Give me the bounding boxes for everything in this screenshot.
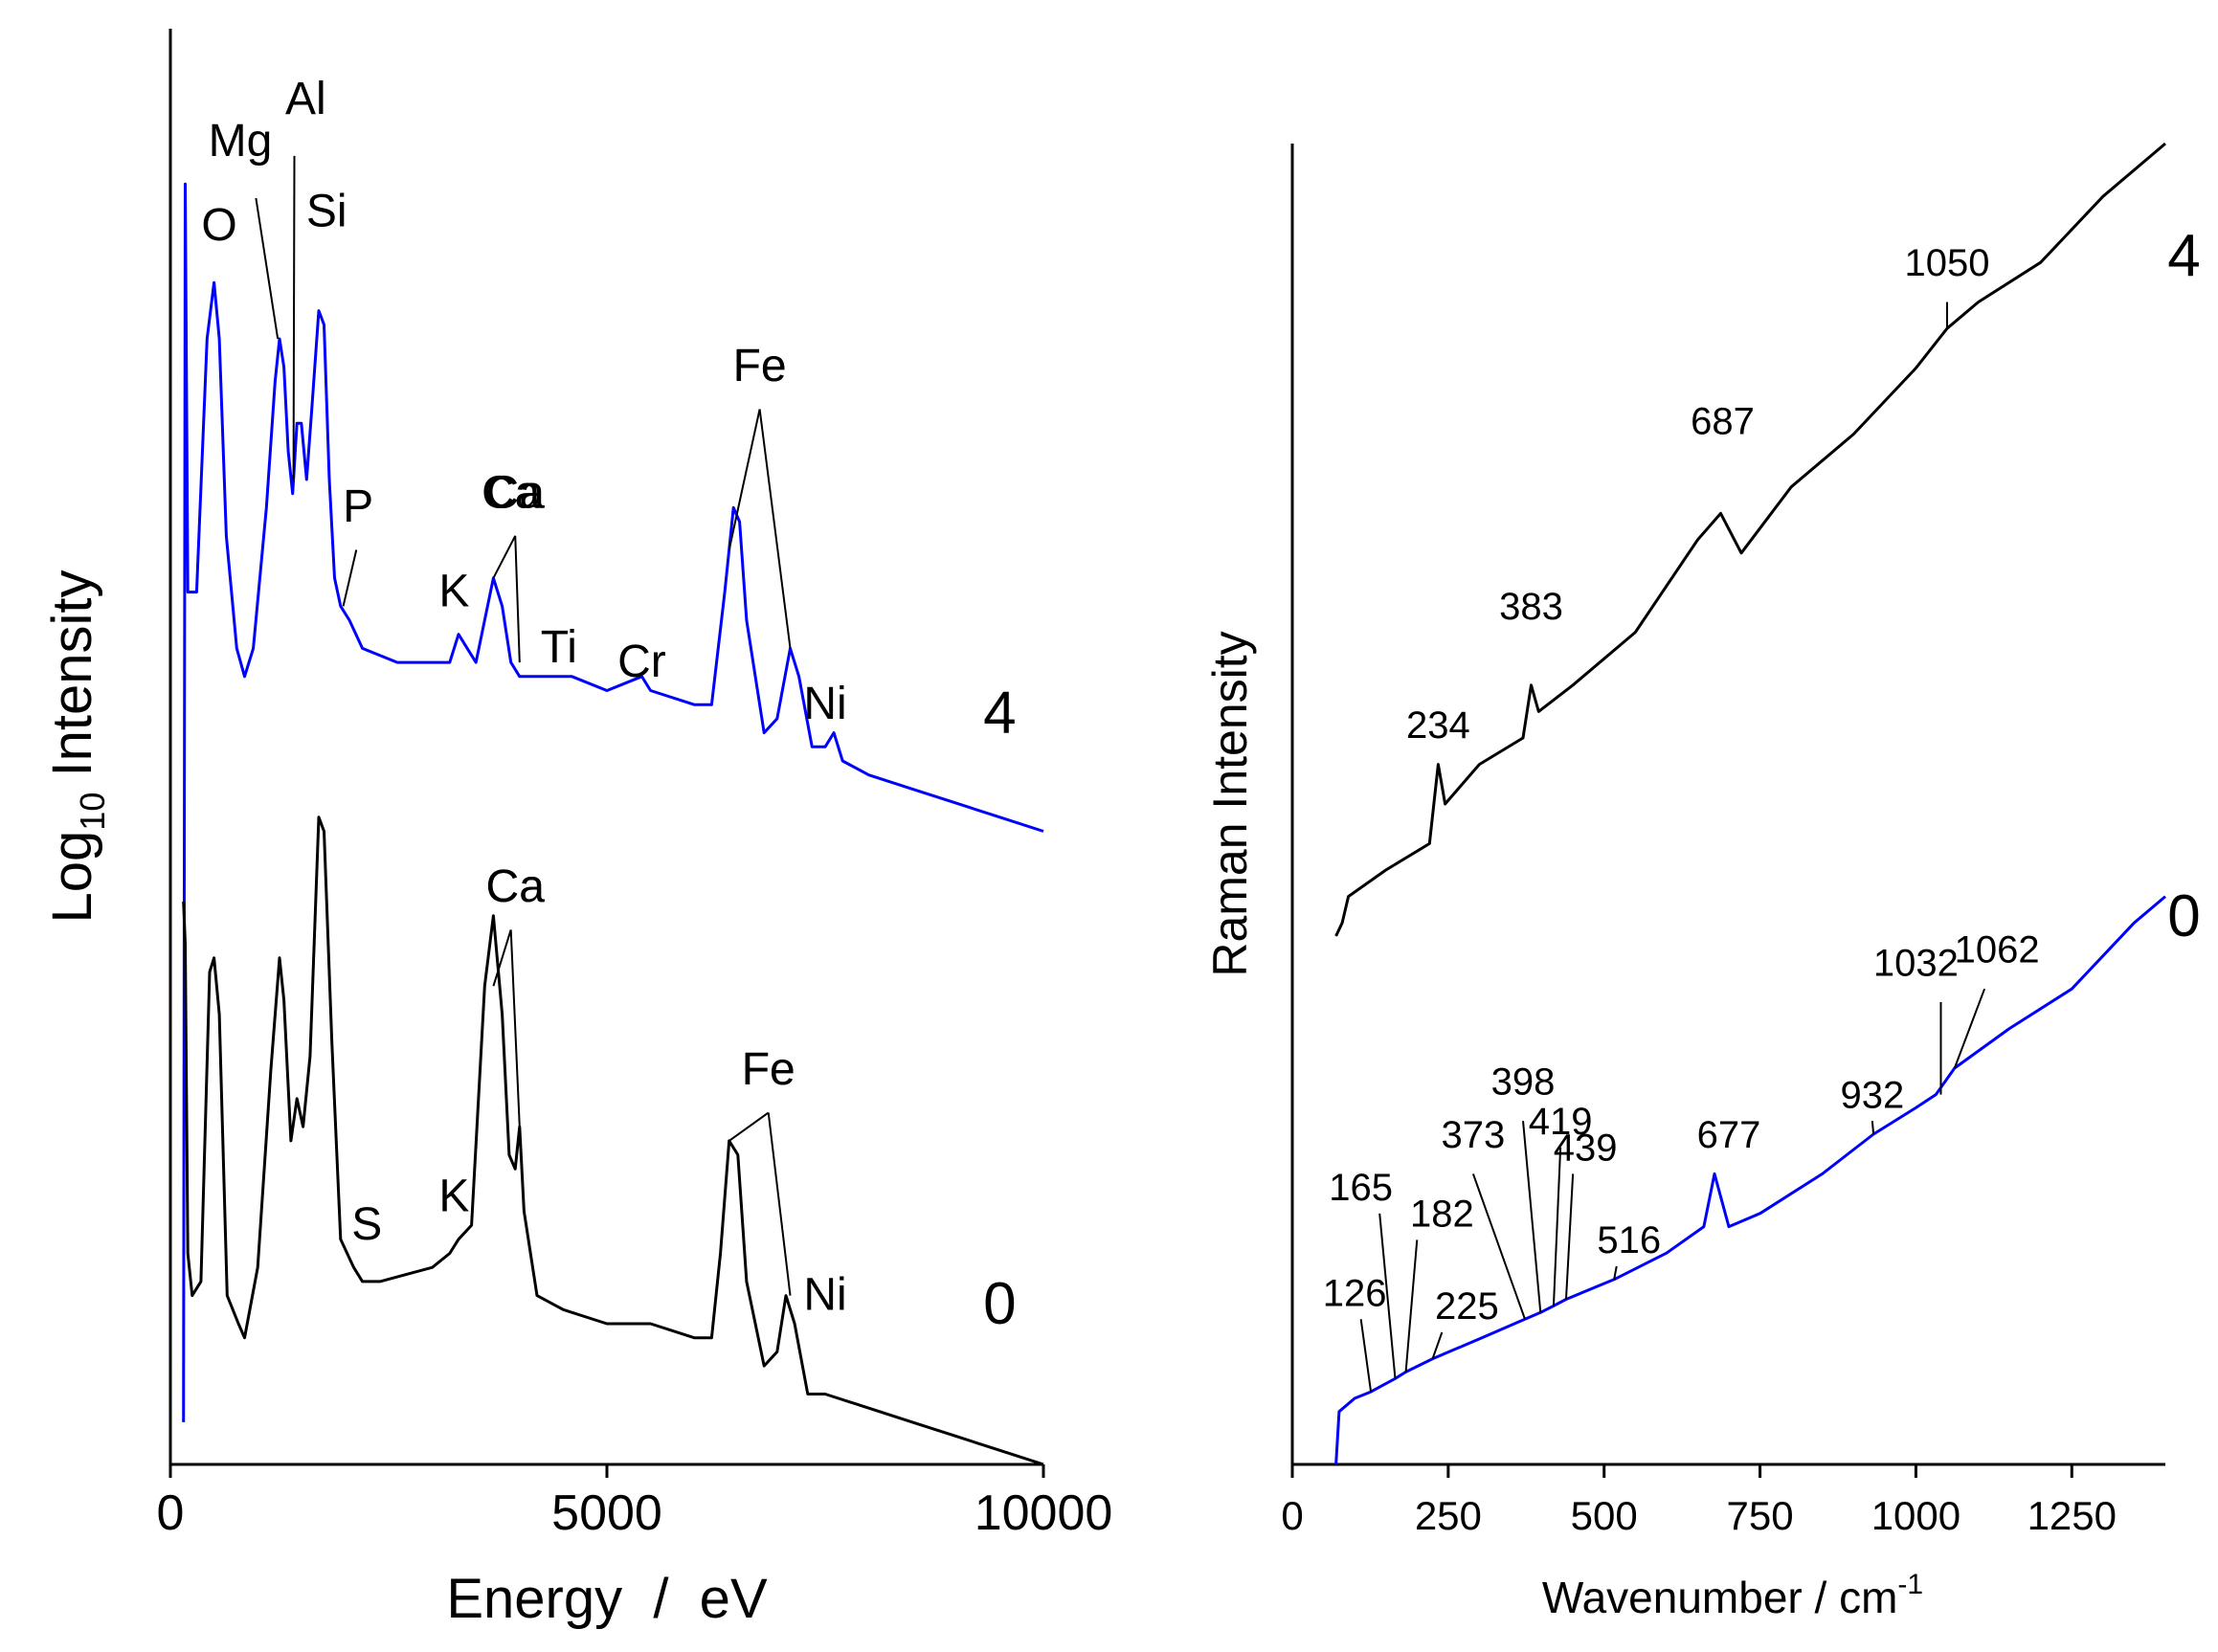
eds-x-tick-label: 0	[157, 1485, 185, 1541]
eds-peak-label: Mg	[209, 116, 273, 167]
eds-peak-label: Al	[285, 74, 326, 124]
eds-peak-label: K	[438, 566, 469, 616]
eds-series	[182, 182, 1044, 1466]
raman-series-labels: 40	[2167, 223, 2200, 949]
eds-annotation-leader	[767, 1112, 792, 1296]
eds-peak-label: Cr	[617, 636, 666, 687]
eds-peak-label: Fe	[733, 341, 787, 391]
raman-x-tick-label: 1250	[2028, 1493, 2117, 1538]
eds-peak-label: Si	[306, 186, 347, 236]
raman-peak-label: 687	[1691, 401, 1755, 443]
eds-series-label: 0	[983, 1271, 1016, 1337]
raman-x-label-main: Wavenumber / cm	[1542, 1573, 1898, 1622]
eds-y-axis-label: Log10 Intensity	[41, 570, 112, 924]
eds-y-label-rest: Intensity	[41, 570, 103, 793]
raman-annotation-leader	[1871, 1121, 1875, 1135]
raman-x-tick-label: 500	[1571, 1493, 1638, 1538]
eds-peak-label: Ni	[803, 679, 846, 729]
raman-peak-label: 373	[1442, 1114, 1506, 1156]
raman-x-tick-label: 1000	[1871, 1493, 1960, 1538]
raman-x-tick-label: 750	[1727, 1493, 1794, 1538]
eds-peak-label: Ti	[541, 622, 577, 673]
eds-peak-label: P	[343, 481, 373, 532]
raman-peak-label: 516	[1597, 1219, 1661, 1261]
eds-peak-label: O	[201, 200, 236, 251]
eds-series-0-line	[182, 815, 1044, 1466]
eds-annotation-leader	[514, 535, 521, 663]
raman-series-0-line	[1334, 895, 2166, 1465]
eds-peak-label: S	[351, 1199, 382, 1250]
raman-annotation-leader	[1471, 1173, 1526, 1320]
raman-annotation-leader	[1564, 1173, 1575, 1300]
raman-peak-label: 677	[1697, 1114, 1761, 1156]
raman-annotation-leader	[1359, 1319, 1373, 1393]
raman-peak-label: 1050	[1905, 242, 1990, 284]
raman-peak-label: 234	[1406, 704, 1470, 747]
raman-x-ticks: 0 250 500 750 1000 1250	[1281, 1464, 2117, 1538]
raman-annotation-leader	[1431, 1331, 1444, 1359]
eds-annotation-leader	[255, 197, 280, 340]
eds-annotation-leader	[342, 549, 358, 607]
eds-annotation-leader	[728, 409, 761, 550]
eds-x-ticks: 0 5000 10000	[157, 1464, 1113, 1541]
eds-series-4-line	[182, 182, 1044, 1422]
raman-x-axis-label: Wavenumber / cm-1	[1542, 1569, 1923, 1622]
raman-series-4-line	[1334, 142, 2166, 937]
eds-peak-label: Ca	[486, 861, 546, 912]
raman-x-tick-label: 250	[1415, 1493, 1482, 1538]
raman-annotation-leader	[1404, 1239, 1419, 1373]
raman-annotation-leader	[1522, 1121, 1542, 1313]
eds-peak-label: Ca	[486, 861, 546, 912]
raman-peak-label: 398	[1491, 1061, 1556, 1104]
raman-peak-label: 419	[1529, 1101, 1593, 1143]
raman-annotation-leader	[1552, 1147, 1562, 1306]
raman-annotation-leader	[1378, 1213, 1397, 1379]
eds-series-label: 4	[983, 681, 1016, 747]
raman-peak-label: 932	[1840, 1074, 1904, 1116]
eds-annotation-leader	[492, 929, 512, 987]
eds-peak-label: Ni	[803, 1269, 846, 1320]
eds-x-tick-label: 5000	[551, 1485, 662, 1541]
raman-peak-label: 1032	[1873, 942, 1959, 984]
raman-peak-label: 383	[1499, 586, 1563, 628]
eds-peak-label: Ca	[486, 467, 546, 518]
raman-peak-label: 182	[1410, 1194, 1474, 1236]
eds-y-label-log: Log	[41, 831, 103, 924]
eds-y-label-sub: 10	[73, 793, 112, 831]
raman-peak-label: 126	[1323, 1272, 1387, 1314]
raman-x-tick-label: 0	[1281, 1493, 1303, 1538]
eds-annotation-leader	[509, 929, 521, 1127]
raman-peak-label: 165	[1329, 1167, 1393, 1209]
eds-peak-label: Ca	[482, 467, 541, 518]
raman-chart: 0 250 500 750 1000 1250 1050 687 383 234 10321062…	[1203, 142, 2201, 1622]
raman-series-label: 4	[2167, 223, 2200, 289]
raman-peak-label: 1062	[1955, 929, 2040, 971]
eds-annotation-leader	[492, 535, 517, 579]
raman-peak-label: 225	[1435, 1285, 1499, 1328]
raman-series-label: 0	[2167, 883, 2200, 949]
eds-x-tick-label: 10000	[975, 1485, 1113, 1541]
eds-x-axis-label: Energy / eV	[446, 1568, 768, 1630]
raman-annotation-leader	[1953, 988, 1986, 1069]
raman-annotation-leader	[1613, 1265, 1618, 1280]
eds-annotation-leader	[728, 1111, 770, 1142]
raman-x-label-sup: -1	[1897, 1569, 1923, 1600]
eds-peak-label: Fe	[733, 341, 787, 391]
eds-peak-label: Fe	[742, 1044, 795, 1095]
raman-series	[1334, 142, 2166, 1465]
eds-peak-label: K	[438, 1171, 469, 1221]
raman-y-axis-label: Raman Intensity	[1203, 631, 1257, 976]
eds-series-labels: 40	[983, 681, 1016, 1337]
raman-peak-label: 439	[1554, 1127, 1618, 1170]
eds-peak-label: Fe	[742, 1044, 795, 1095]
eds-annotation-leader	[758, 409, 792, 649]
eds-annotation-leader	[292, 155, 296, 480]
